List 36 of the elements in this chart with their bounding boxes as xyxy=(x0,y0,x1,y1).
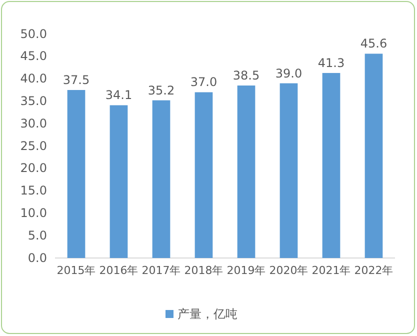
data-label: 37.5 xyxy=(62,73,90,87)
x-tick-label: 2016年 xyxy=(99,264,138,277)
y-tick-label: 0.0 xyxy=(28,250,47,265)
bar xyxy=(280,83,298,258)
data-label: 41.3 xyxy=(318,56,345,70)
y-tick-label: 40.0 xyxy=(20,72,47,86)
legend-label: 产量，亿吨 xyxy=(178,307,238,321)
x-tick-label: 2020年 xyxy=(269,264,308,277)
bar xyxy=(152,100,170,258)
x-tick-label: 2015年 xyxy=(56,264,96,277)
y-tick-label: 25.0 xyxy=(20,138,47,153)
y-tick-label: 30.0 xyxy=(20,116,47,130)
bar xyxy=(67,90,86,258)
y-tick-label: 20.0 xyxy=(20,161,47,176)
y-tick-label: 45.0 xyxy=(20,49,47,64)
x-tick-label: 2018年 xyxy=(184,264,224,277)
y-tick-label: 15.0 xyxy=(20,184,47,198)
x-tick-label: 2017年 xyxy=(142,264,181,277)
bar xyxy=(364,54,383,258)
data-label: 37.0 xyxy=(190,75,218,90)
bar xyxy=(237,86,256,258)
y-tick-label: 10.0 xyxy=(20,206,47,220)
data-label: 38.5 xyxy=(232,68,260,83)
data-label: 34.1 xyxy=(105,88,132,102)
x-tick-label: 2019年 xyxy=(226,264,266,277)
data-label: 35.2 xyxy=(148,83,175,98)
x-tick-label: 2022年 xyxy=(354,264,394,277)
y-tick-label: 5.0 xyxy=(28,228,47,242)
bar xyxy=(110,105,128,258)
y-tick-label: 35.0 xyxy=(20,94,47,108)
x-tick-label: 2021年 xyxy=(312,264,351,277)
data-label: 45.6 xyxy=(360,36,388,51)
bar xyxy=(322,72,340,258)
y-tick-label: 50.0 xyxy=(20,26,47,41)
data-label: 39.0 xyxy=(275,66,302,80)
bar xyxy=(194,92,213,258)
